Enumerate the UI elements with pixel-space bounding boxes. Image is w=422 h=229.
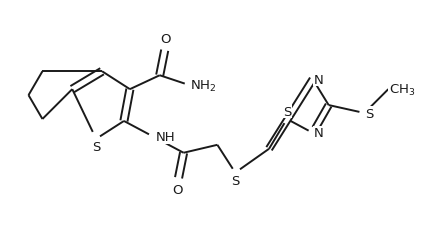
Text: CH$_3$: CH$_3$: [389, 82, 416, 97]
Text: NH: NH: [155, 131, 175, 144]
Text: S: S: [231, 174, 239, 187]
Text: S: S: [365, 107, 373, 120]
Text: O: O: [172, 184, 183, 196]
Text: N: N: [314, 127, 323, 140]
Text: O: O: [160, 33, 171, 45]
Text: NH$_2$: NH$_2$: [190, 78, 217, 93]
Text: S: S: [92, 141, 100, 154]
Text: S: S: [283, 105, 291, 118]
Text: N: N: [314, 74, 323, 86]
